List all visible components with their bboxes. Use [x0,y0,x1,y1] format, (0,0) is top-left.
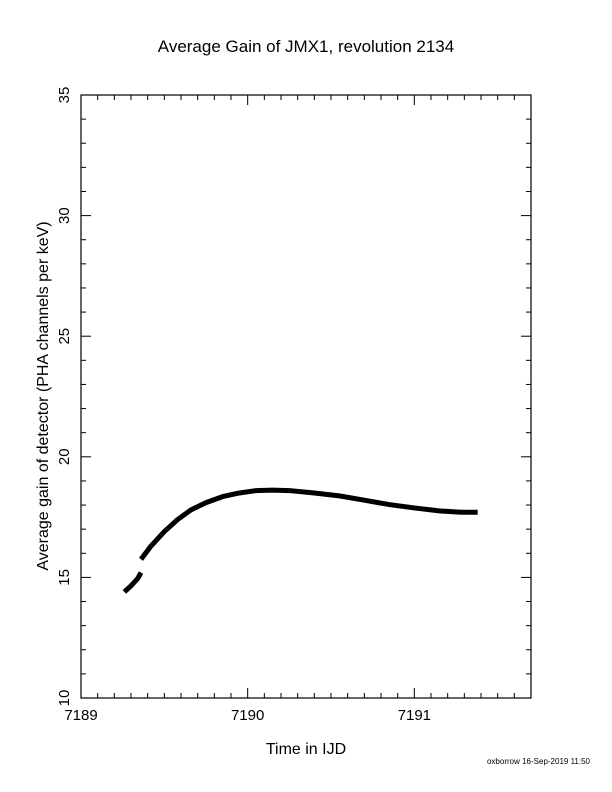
footer-stamp: oxborrow 16-Sep-2019 11:50 [486,757,590,766]
data-series [122,487,478,594]
y-tick-label: 20 [56,448,73,465]
y-tick-label: 35 [56,87,73,104]
gain-curve-segment-2 [139,487,478,561]
x-tick-label: 7191 [398,707,431,724]
y-tick-label: 25 [56,328,73,345]
y-axis-label: Average gain of detector (PHA channels p… [35,221,52,570]
plot-frame [80,94,532,699]
chart-title: Average Gain of JMX1, revolution 2134 [158,37,454,56]
y-tick-label: 30 [56,207,73,224]
x-tick-label: 7189 [64,707,97,724]
axis-ticks: 10 15 20 25 30 35 7189 7190 7191 [56,87,532,724]
x-axis-label: Time in IJD [266,741,346,758]
y-tick-label: 15 [56,569,73,586]
x-tick-label: 7190 [231,707,264,724]
y-tick-label: 10 [56,690,73,707]
gain-curve-segment-1 [122,571,144,594]
